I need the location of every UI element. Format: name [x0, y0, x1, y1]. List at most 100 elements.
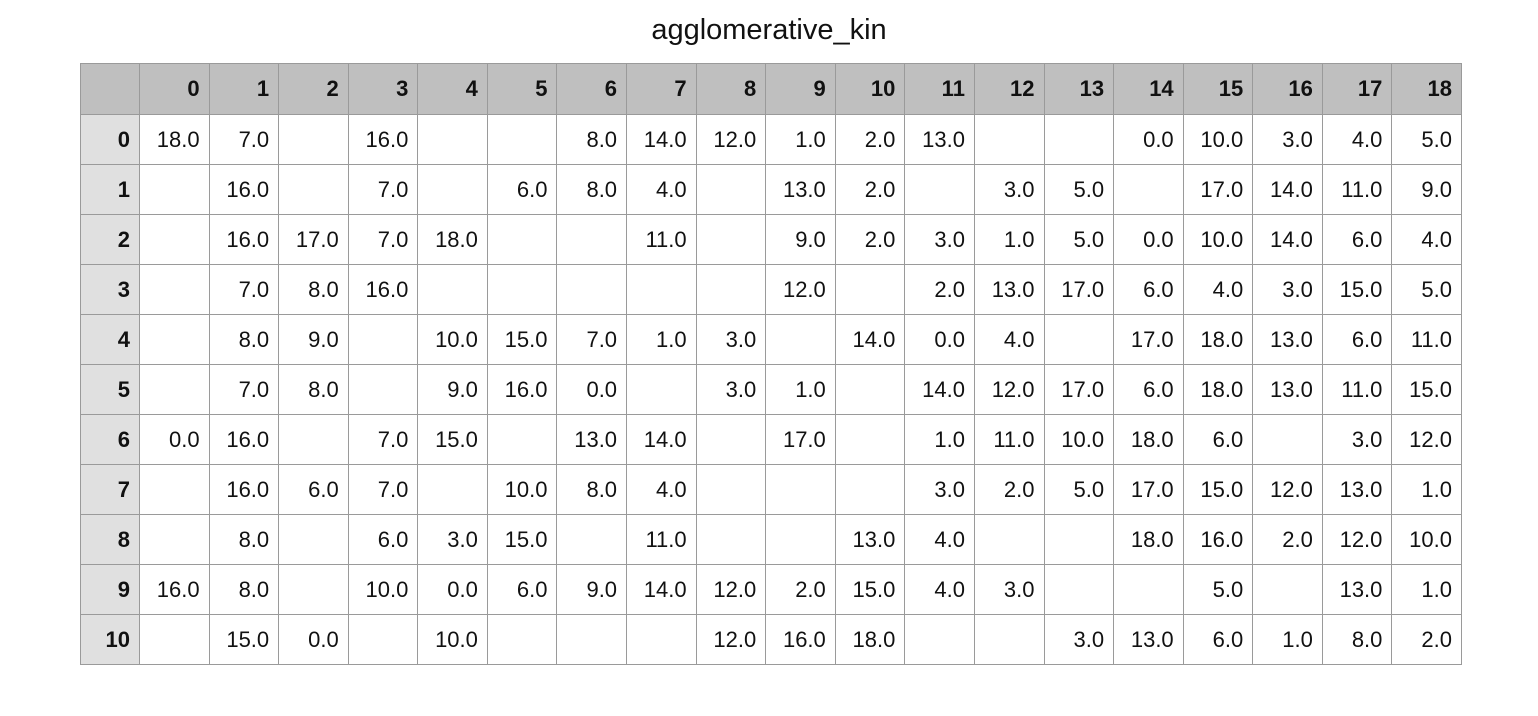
table-cell-r2-c4: 18.0	[417, 214, 488, 265]
table-cell-r0-c4	[417, 114, 488, 165]
table-corner-cell	[80, 63, 140, 115]
table-cell-r6-c17: 3.0	[1321, 414, 1393, 465]
table-cell-r3-c6	[556, 264, 628, 315]
table-cell-r4-c5: 15.0	[486, 314, 558, 365]
table-cell-r3-c13: 17.0	[1043, 264, 1115, 315]
table-cell-r6-c2	[278, 414, 349, 465]
table-cell-r2-c2: 17.0	[278, 214, 349, 265]
table-row: 10 15.0 0.0 10.0 12.0 16.0 18.0 3.0 13.0 6.0 1.0 8.…	[80, 614, 1462, 665]
table-cell-r0-c1: 7.0	[208, 114, 280, 165]
table-cell-r4-c6: 7.0	[556, 314, 628, 365]
table-cell-r0-c13	[1043, 114, 1115, 165]
table-cell-r3-c9: 12.0	[765, 264, 836, 315]
table-cell-r0-c8: 12.0	[695, 114, 767, 165]
table-cell-r0-c10: 2.0	[834, 114, 906, 165]
table-cell-r5-c9: 1.0	[765, 364, 836, 415]
column-header-8: 8	[695, 63, 767, 115]
table-cell-r0-c14: 0.0	[1113, 114, 1184, 165]
table-cell-r3-c2: 8.0	[278, 264, 349, 315]
table-cell-r2-c6	[556, 214, 628, 265]
table-cell-r7-c17: 13.0	[1321, 464, 1393, 515]
column-header-15: 15	[1182, 63, 1254, 115]
table-cell-r5-c3	[347, 364, 419, 415]
table-cell-r8-c12	[973, 514, 1045, 565]
table-cell-r8-c15: 16.0	[1182, 514, 1254, 565]
table-cell-r3-c4	[417, 264, 488, 315]
table-cell-r6-c3: 7.0	[347, 414, 419, 465]
table-cell-r8-c5: 15.0	[486, 514, 558, 565]
table-cell-r4-c11: 0.0	[904, 314, 975, 365]
table-cell-r1-c9: 13.0	[765, 164, 836, 215]
table-cell-r6-c14: 18.0	[1113, 414, 1184, 465]
row-index-5: 5	[80, 364, 140, 415]
column-header-18: 18	[1391, 63, 1462, 115]
table-cell-r1-c0	[139, 164, 210, 215]
table-cell-r4-c17: 6.0	[1321, 314, 1393, 365]
table-cell-r3-c5	[486, 264, 558, 315]
table-cell-r10-c17: 8.0	[1321, 614, 1393, 665]
table-cell-r5-c14: 6.0	[1113, 364, 1184, 415]
table-cell-r1-c4	[417, 164, 488, 215]
table-cell-r4-c10: 14.0	[834, 314, 906, 365]
table-cell-r6-c4: 15.0	[417, 414, 488, 465]
table-cell-r0-c9: 1.0	[765, 114, 836, 165]
table-cell-r4-c16: 13.0	[1252, 314, 1323, 365]
table-cell-r1-c14	[1113, 164, 1184, 215]
table-cell-r1-c3: 7.0	[347, 164, 419, 215]
table-cell-r1-c6: 8.0	[556, 164, 628, 215]
column-header-6: 6	[556, 63, 628, 115]
table-cell-r6-c6: 13.0	[556, 414, 628, 465]
table-cell-r10-c15: 6.0	[1182, 614, 1254, 665]
table-cell-r8-c8	[695, 514, 767, 565]
row-index-6: 6	[80, 414, 140, 465]
table-cell-r10-c6	[556, 614, 628, 665]
table-cell-r9-c3: 10.0	[347, 564, 419, 615]
table-cell-r5-c5: 16.0	[486, 364, 558, 415]
table-cell-r4-c7: 1.0	[626, 314, 697, 365]
table-cell-r9-c1: 8.0	[208, 564, 280, 615]
table-body: 0 18.0 7.0 16.0 8.0 14.0 12.0 1.0 2.0 13.0 0.0 10.0…	[80, 114, 1462, 665]
table-cell-r7-c4	[417, 464, 488, 515]
table-cell-r0-c12	[973, 114, 1045, 165]
row-index-3: 3	[80, 264, 140, 315]
table-cell-r3-c1: 7.0	[208, 264, 280, 315]
table-cell-r3-c7	[626, 264, 697, 315]
table-cell-r10-c13: 3.0	[1043, 614, 1115, 665]
table-row: 2 16.0 17.0 7.0 18.0 11.0 9.0 2.0 3.0 1.0 5.0 0.0 10…	[80, 214, 1462, 265]
table-cell-r8-c0	[139, 514, 210, 565]
table-cell-r4-c12: 4.0	[973, 314, 1045, 365]
row-index-0: 0	[80, 114, 140, 165]
table-cell-r7-c7: 4.0	[626, 464, 697, 515]
table-cell-r1-c13: 5.0	[1043, 164, 1115, 215]
table-cell-r9-c5: 6.0	[486, 564, 558, 615]
table-cell-r9-c4: 0.0	[417, 564, 488, 615]
chart-title: agglomerative_kin	[651, 14, 887, 46]
table-cell-r3-c8	[695, 264, 767, 315]
table-cell-r9-c14	[1113, 564, 1184, 615]
table-cell-r6-c1: 16.0	[208, 414, 280, 465]
table-row: 6 0.0 16.0 7.0 15.0 13.0 14.0 17.0 1.0 11.0 10.0 18…	[80, 414, 1462, 465]
table-cell-r7-c14: 17.0	[1113, 464, 1184, 515]
table-cell-r1-c12: 3.0	[973, 164, 1045, 215]
table-cell-r6-c7: 14.0	[626, 414, 697, 465]
table-cell-r10-c12	[973, 614, 1045, 665]
table-cell-r0-c18: 5.0	[1391, 114, 1462, 165]
column-header-4: 4	[417, 63, 488, 115]
table-cell-r6-c13: 10.0	[1043, 414, 1115, 465]
table-cell-r10-c7	[626, 614, 697, 665]
table-cell-r8-c9	[765, 514, 836, 565]
table-cell-r7-c12: 2.0	[973, 464, 1045, 515]
table-cell-r7-c1: 16.0	[208, 464, 280, 515]
table-cell-r10-c5	[486, 614, 558, 665]
table-cell-r2-c16: 14.0	[1252, 214, 1323, 265]
table-cell-r9-c11: 4.0	[904, 564, 975, 615]
table-cell-r0-c5	[486, 114, 558, 165]
table-cell-r5-c18: 15.0	[1391, 364, 1462, 415]
table-cell-r1-c5: 6.0	[486, 164, 558, 215]
table-cell-r9-c8: 12.0	[695, 564, 767, 615]
table-cell-r5-c1: 7.0	[208, 364, 280, 415]
table-cell-r5-c15: 18.0	[1182, 364, 1254, 415]
table-cell-r9-c2	[278, 564, 349, 615]
table-cell-r3-c17: 15.0	[1321, 264, 1393, 315]
table-cell-r2-c3: 7.0	[347, 214, 419, 265]
